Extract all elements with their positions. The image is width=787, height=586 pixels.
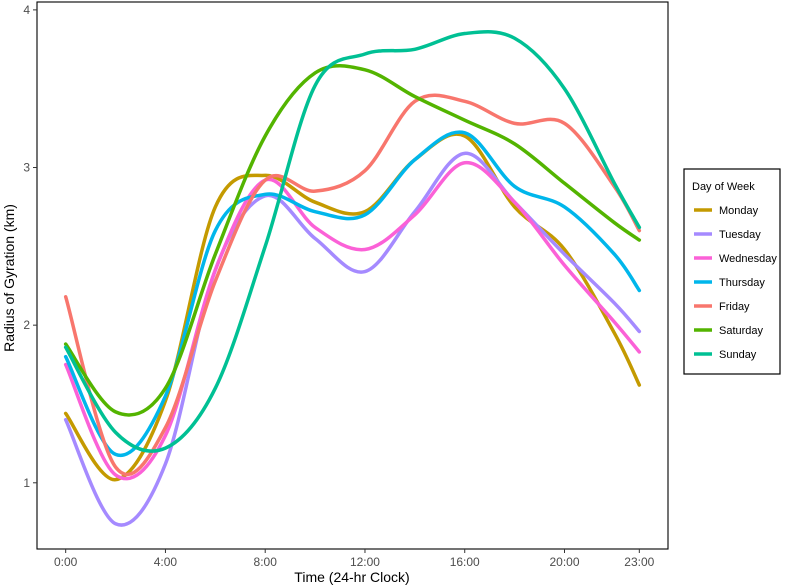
x-tick-label: 16:00 [450, 555, 480, 569]
y-tick-label: 2 [23, 318, 30, 332]
legend-label-wednesday: Wednesday [719, 253, 777, 265]
legend-label-tuesday: Tuesday [719, 229, 761, 241]
axes-frame [36, 1, 669, 550]
x-axis-title: Time (24-hr Clock) [294, 569, 409, 585]
legend-label-saturday: Saturday [719, 325, 764, 337]
legend-items: Monday Tuesday Wednesday Thursday Friday Satu… [694, 205, 777, 361]
x-tick-label: 12:00 [350, 555, 380, 569]
x-tick-label: 0:00 [54, 555, 78, 569]
legend-label-sunday: Sunday [719, 349, 757, 361]
series-line-monday [63, 132, 642, 482]
x-axis: 0:00 4:00 8:00 12:00 16:00 20:00 23:00 [54, 549, 655, 569]
series-line-sunday [63, 30, 642, 453]
legend: Day of Week Monday Tuesday Wednesday Thursd… [683, 168, 781, 375]
x-tick-label: 23:00 [624, 555, 654, 569]
series-line-friday [63, 93, 642, 477]
y-axis: 1 2 3 4 [23, 3, 37, 490]
legend-label-friday: Friday [719, 301, 750, 313]
x-tick-label: 4:00 [154, 555, 178, 569]
x-tick-label: 8:00 [254, 555, 278, 569]
x-tick-label: 20:00 [549, 555, 579, 569]
series-line-thursday [63, 130, 642, 458]
y-axis-title: Radius of Gyration (km) [1, 204, 17, 352]
series-lines [63, 30, 642, 527]
legend-label-monday: Monday [719, 205, 759, 217]
y-tick-label: 3 [23, 161, 30, 175]
y-tick-label: 1 [23, 476, 30, 490]
legend-box [683, 168, 781, 375]
y-tick-label: 4 [23, 3, 30, 17]
series-line-tuesday [63, 151, 642, 527]
legend-title: Day of Week [692, 181, 755, 193]
plot-panel-border [36, 1, 669, 550]
legend-label-thursday: Thursday [719, 277, 765, 289]
